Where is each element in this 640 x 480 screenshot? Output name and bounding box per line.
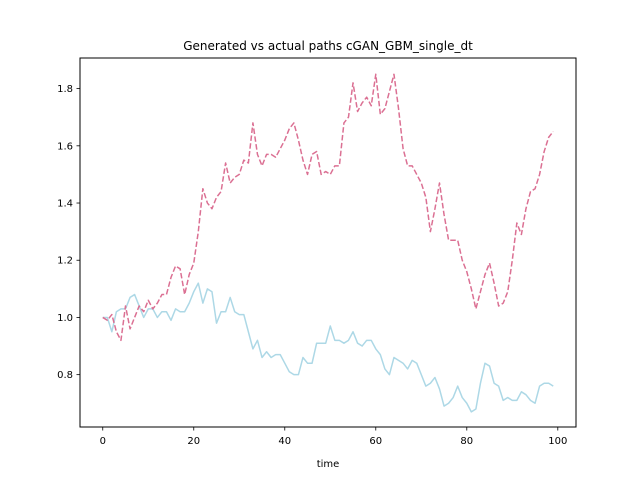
series-line-1 <box>102 282 554 413</box>
x-tick-label: 40 <box>278 436 291 447</box>
y-axis: 0.8 1.0 1.2 1.4 1.6 1.8 <box>57 84 80 381</box>
y-tick-label: 1.6 <box>57 141 73 152</box>
x-tick-label: 60 <box>369 436 382 447</box>
x-tick-label: 20 <box>187 436 200 447</box>
y-tick-label: 1.8 <box>57 84 73 95</box>
y-tick-label: 0.8 <box>57 370 73 381</box>
x-tick-label: 80 <box>460 436 473 447</box>
y-tick-label: 1.0 <box>57 313 73 324</box>
x-tick-label: 0 <box>100 436 106 447</box>
plot-frame <box>79 57 577 428</box>
series-line-2 <box>102 73 554 342</box>
y-tick-label: 1.2 <box>57 256 73 267</box>
y-tick-label: 1.4 <box>57 199 73 210</box>
x-axis: 0 20 40 60 80 100 <box>100 427 567 447</box>
series-layer <box>102 73 554 413</box>
x-tick-label: 100 <box>548 436 567 447</box>
x-axis-label: time <box>317 459 340 470</box>
chart-title: Generated vs actual paths cGAN_GBM_singl… <box>183 39 473 53</box>
